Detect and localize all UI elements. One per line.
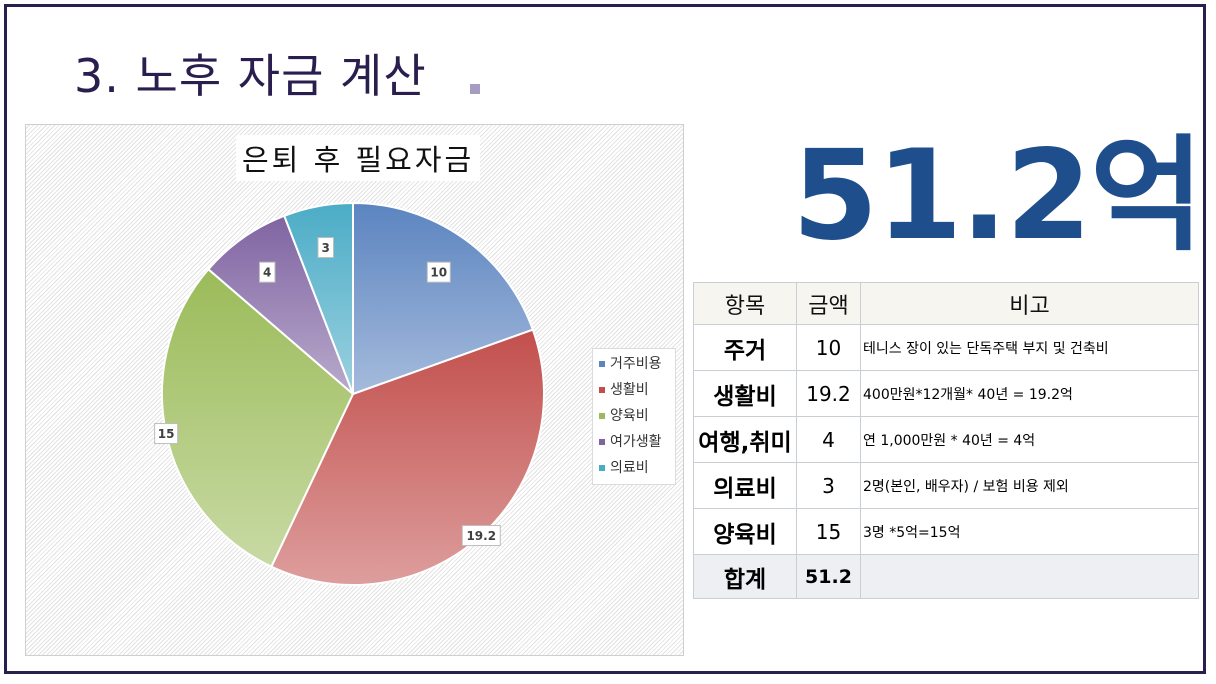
legend-label: 생활비 [610, 382, 649, 398]
header-amount: 금액 [796, 282, 861, 325]
legend-item: 양육비 [593, 403, 675, 429]
total-item: 합계 [693, 554, 797, 599]
legend-label: 거주비용 [610, 356, 662, 372]
data-label-box [258, 261, 276, 283]
row-item: 주거 [693, 324, 797, 371]
table-row: 주거 10 테니스 장이 있는 단독주택 부지 및 건축비 [693, 324, 1199, 371]
legend-swatch [599, 439, 605, 445]
table-header-row: 항목 금액 비고 [693, 282, 1199, 325]
table-row: 양육비 15 3명 *5억=15억 [693, 508, 1199, 555]
row-amount: 15 [796, 508, 861, 555]
data-label: 10 [430, 266, 447, 280]
data-label-box [461, 525, 501, 547]
data-label: 15 [158, 427, 175, 441]
legend-item: 여가생활 [593, 429, 675, 455]
pie-slice [282, 201, 354, 395]
legend-swatch [599, 465, 605, 471]
table-row: 여행,취미 4 연 1,000만원 * 40년 = 4억 [693, 416, 1199, 463]
total-note [860, 554, 1199, 599]
row-note: 연 1,000만원 * 40년 = 4억 [860, 416, 1199, 463]
header-item: 항목 [693, 282, 797, 325]
row-amount: 19.2 [796, 370, 861, 417]
data-label-box [426, 261, 451, 283]
pie-slice [352, 201, 535, 396]
legend-item: 거주비용 [593, 351, 675, 377]
chart-title: 은퇴 후 필요자금 [236, 135, 481, 181]
row-note: 2명(본인, 배우자) / 보험 비용 제외 [860, 462, 1199, 509]
row-note: 3명 *5억=15억 [860, 508, 1199, 555]
pie-slice [206, 214, 354, 395]
data-label-box [317, 237, 334, 259]
row-amount: 4 [796, 416, 861, 463]
header-note: 비고 [860, 282, 1199, 325]
row-note: 테니스 장이 있는 단독주택 부지 및 건축비 [860, 324, 1199, 371]
row-item: 여행,취미 [693, 416, 797, 463]
data-label: 3 [322, 241, 330, 255]
slide-title: 3. 노후 자금 계산 [74, 49, 427, 103]
data-label-box [154, 423, 179, 445]
table-total-row: 합계 51.2 [693, 554, 1199, 599]
total-amount-display: 51.2억 [792, 124, 1204, 268]
legend-label: 양육비 [610, 408, 649, 424]
row-note: 400만원*12개월* 40년 = 19.2억 [860, 370, 1199, 417]
legend-item: 생활비 [593, 377, 675, 403]
title-accent-square [470, 84, 480, 94]
legend-label: 여가생활 [610, 434, 662, 450]
legend-label: 의료비 [610, 460, 649, 476]
total-amount: 51.2 [796, 554, 861, 599]
row-item: 생활비 [693, 370, 797, 417]
legend-item: 의료비 [593, 455, 675, 481]
cost-table: 항목 금액 비고 주거 10 테니스 장이 있는 단독주택 부지 및 건축비 생… [693, 282, 1199, 599]
chart-legend: 거주비용 생활비 양육비 여가생활 의료비 [592, 348, 676, 485]
data-label: 4 [263, 266, 271, 280]
legend-swatch [599, 413, 605, 419]
row-amount: 10 [796, 324, 861, 371]
row-item: 양육비 [693, 508, 797, 555]
slide-frame [4, 4, 1206, 674]
row-amount: 3 [796, 462, 861, 509]
row-item: 의료비 [693, 462, 797, 509]
table-row: 의료비 3 2명(본인, 배우자) / 보험 비용 제외 [693, 462, 1199, 509]
legend-swatch [599, 361, 605, 367]
data-label: 19.2 [466, 529, 496, 543]
legend-swatch [599, 387, 605, 393]
table-row: 생활비 19.2 400만원*12개월* 40년 = 19.2억 [693, 370, 1199, 417]
